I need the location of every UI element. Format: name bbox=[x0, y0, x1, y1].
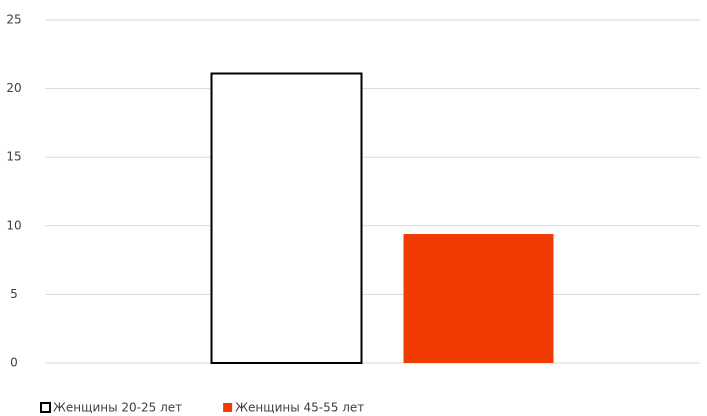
y-tick-label: 0 bbox=[10, 356, 18, 370]
y-tick-label: 15 bbox=[6, 150, 21, 164]
y-tick-label: 5 bbox=[10, 287, 18, 301]
bar bbox=[210, 72, 363, 365]
legend-swatch bbox=[223, 403, 233, 412]
legend-label: Женщины 45-55 лет bbox=[235, 401, 364, 415]
legend-label: Женщины 20-25 лет bbox=[53, 401, 182, 415]
y-tick-label: 10 bbox=[6, 218, 21, 232]
legend-swatch bbox=[40, 402, 51, 413]
bar bbox=[403, 234, 554, 363]
y-tick-label: 25 bbox=[6, 13, 21, 27]
y-tick-label: 20 bbox=[6, 81, 21, 95]
